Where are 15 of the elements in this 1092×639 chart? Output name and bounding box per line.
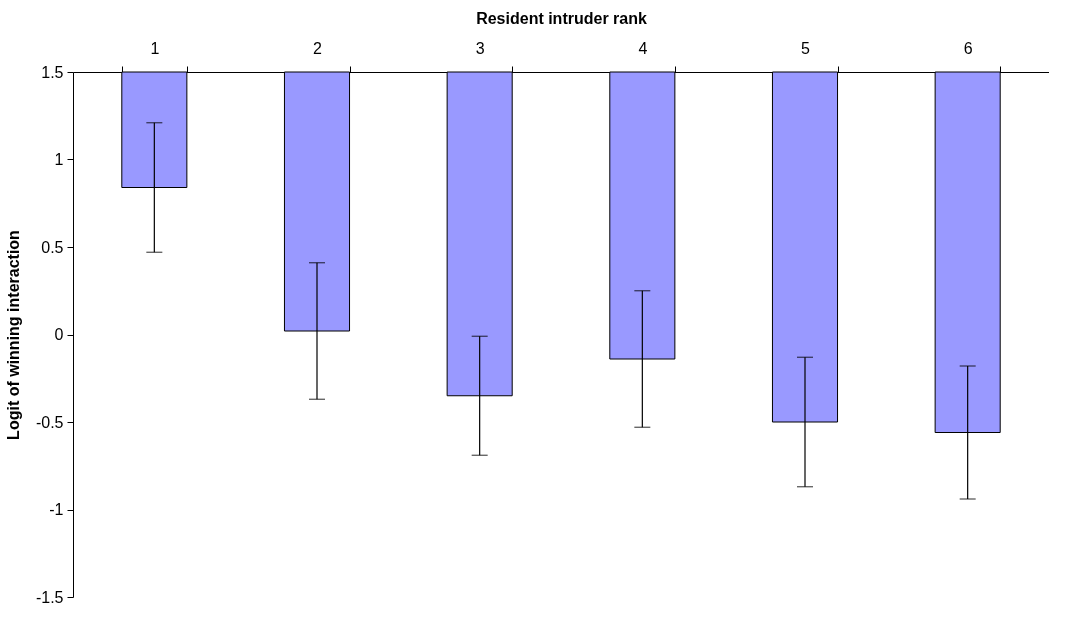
y-tick-label: -1 [49,501,64,518]
y-tick-label: -0.5 [35,413,64,431]
y-axis-title: Logit of winning interaction [4,230,22,440]
y-tick-label: 1.5 [41,63,64,81]
y-tick-label: 0 [54,326,64,343]
y-tick-label: 1 [54,151,64,168]
x-tick-label: 5 [801,39,811,57]
y-tick-label: -1.5 [35,588,64,606]
x-tick-label: 6 [963,39,973,57]
x-axis-title: Resident intruder rank [476,9,647,27]
x-tick-label: 1 [150,39,160,57]
x-tick-label: 2 [313,39,323,57]
x-tick-label: 3 [475,39,485,57]
y-tick-label: 0.5 [41,238,64,256]
x-tick-label: 4 [638,39,648,57]
